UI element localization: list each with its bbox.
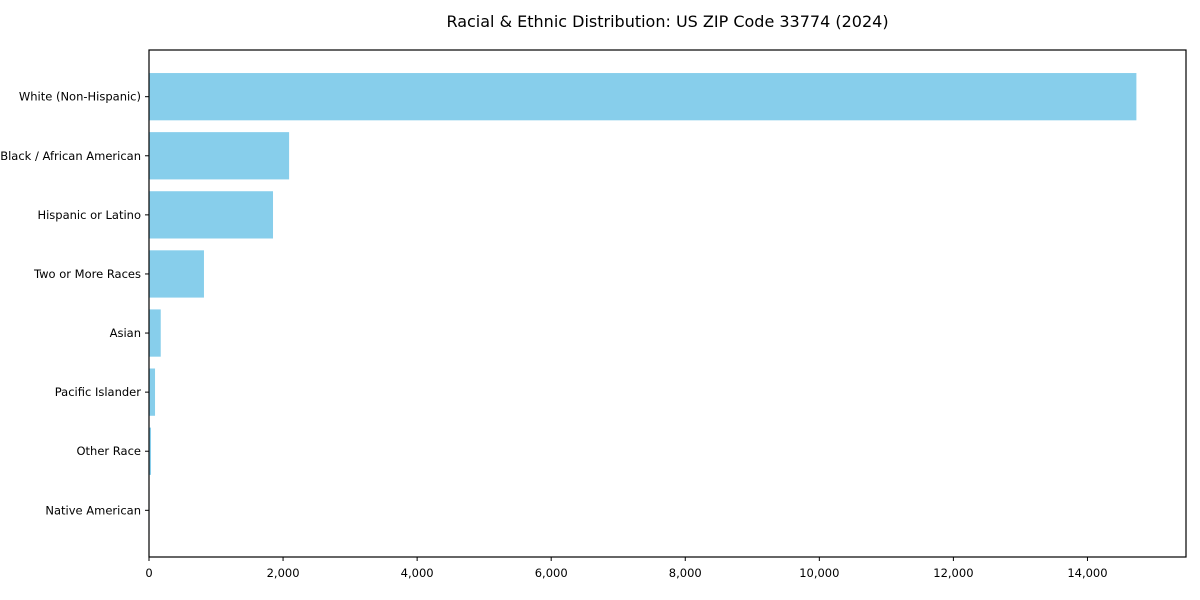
y-tick-label-two-or-more-races: Two or More Races <box>33 267 141 281</box>
chart-title: Racial & Ethnic Distribution: US ZIP Cod… <box>446 12 889 31</box>
y-tick-label-white-non-hispanic: White (Non-Hispanic) <box>19 90 141 104</box>
x-tick-label-12000: 12,000 <box>933 566 973 580</box>
x-tick-label-10000: 10,000 <box>799 566 839 580</box>
bar-other-race <box>149 427 152 475</box>
x-tick-label-14000: 14,000 <box>1067 566 1107 580</box>
x-tick-label-8000: 8,000 <box>669 566 702 580</box>
y-tick-label-pacific-islander: Pacific Islander <box>55 385 141 399</box>
bar-pacific-islander <box>149 368 156 416</box>
y-tick-label-black-african-american: Black / African American <box>0 149 141 163</box>
y-tick-label-native-american: Native American <box>45 503 141 517</box>
y-tick-label-asian: Asian <box>110 326 141 340</box>
plot-border <box>148 49 1187 558</box>
y-tick-label-hispanic-or-latino: Hispanic or Latino <box>37 208 141 222</box>
y-tick-label-other-race: Other Race <box>77 444 142 458</box>
bar-black-african-american <box>149 132 290 180</box>
bar-hispanic-or-latino <box>149 191 274 239</box>
bar-white-non-hispanic <box>149 73 1137 121</box>
plot-background <box>149 50 1186 557</box>
bar-two-or-more-races <box>149 250 204 298</box>
x-tick-label-2000: 2,000 <box>267 566 300 580</box>
x-tick-label-4000: 4,000 <box>401 566 434 580</box>
bar-asian <box>149 309 161 357</box>
x-tick-label-0: 0 <box>145 566 152 580</box>
x-tick-label-6000: 6,000 <box>535 566 568 580</box>
